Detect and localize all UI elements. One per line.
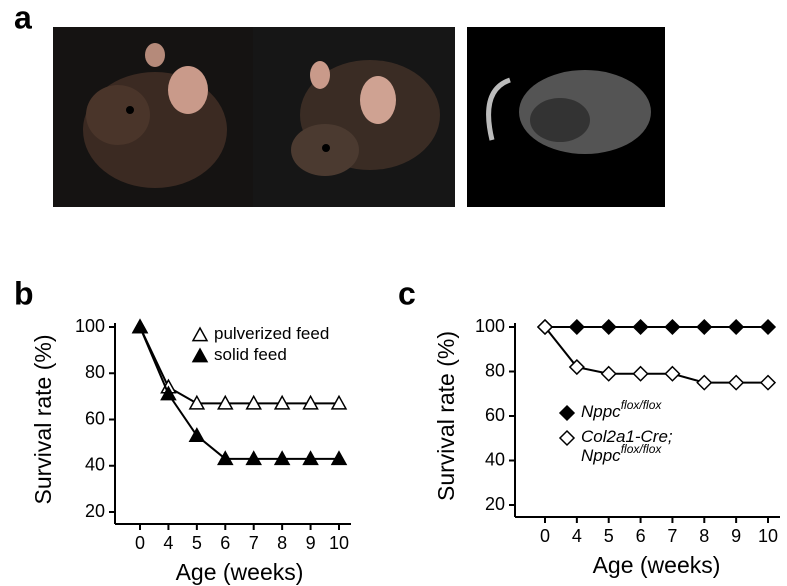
- x-tick-label: 9: [306, 533, 316, 553]
- data-point: [217, 450, 234, 466]
- y-axis-label: Survival rate (%): [30, 335, 56, 505]
- data-point: [759, 374, 777, 391]
- x-tick-label: 10: [329, 533, 349, 553]
- legend-label: Col2a1-Cre; Nppcflox/flox: [581, 427, 673, 465]
- x-tick-label: 5: [192, 533, 202, 553]
- x-tick-label: 4: [572, 526, 582, 546]
- data-point: [245, 394, 262, 410]
- y-tick-label: 60: [85, 408, 105, 428]
- y-tick-label: 20: [485, 494, 505, 514]
- data-point: [664, 365, 681, 382]
- panel-letter: c: [398, 275, 416, 311]
- x-tick-label: 6: [636, 526, 646, 546]
- data-point: [188, 427, 206, 443]
- photo-skull-ct: [467, 27, 665, 207]
- panel-letter: b: [14, 275, 34, 311]
- x-axis-label: Age (weeks): [593, 552, 721, 578]
- data-point: [728, 318, 745, 336]
- data-point: [302, 450, 319, 466]
- data-point: [728, 374, 745, 391]
- data-point: [696, 318, 713, 336]
- legend-superscript: flox/flox: [621, 442, 663, 456]
- x-tick-label: 0: [135, 533, 145, 553]
- data-point: [600, 365, 617, 382]
- y-tick-label: 40: [485, 449, 505, 469]
- data-point: [632, 318, 649, 336]
- legend-marker: [558, 404, 576, 422]
- x-tick-label: 7: [667, 526, 677, 546]
- data-point: [536, 318, 554, 336]
- data-point: [568, 318, 585, 336]
- legend-label: pulverized feed: [214, 324, 329, 343]
- data-point: [696, 374, 713, 391]
- y-tick-label: 60: [485, 405, 505, 425]
- x-tick-label: 5: [604, 526, 614, 546]
- data-point: [759, 318, 777, 336]
- data-point: [131, 318, 149, 334]
- data-point: [188, 394, 206, 410]
- data-point: [273, 394, 291, 410]
- legend-name: pulverized feed: [214, 324, 329, 343]
- y-axis-label: Survival rate (%): [433, 331, 459, 501]
- legend-name: solid feed: [214, 345, 287, 364]
- y-tick-label: 20: [85, 501, 105, 521]
- x-axis-label: Age (weeks): [176, 559, 304, 585]
- data-point: [600, 318, 617, 336]
- data-point: [160, 385, 177, 401]
- x-tick-label: 6: [220, 533, 230, 553]
- data-point: [568, 358, 585, 376]
- legend-label: Nppcflox/flox: [581, 398, 662, 421]
- x-tick-label: 4: [163, 533, 173, 553]
- x-tick-label: 0: [540, 526, 550, 546]
- x-tick-label: 10: [758, 526, 778, 546]
- y-tick-label: 80: [485, 360, 505, 380]
- data-point: [664, 318, 681, 336]
- x-tick-label: 8: [699, 526, 709, 546]
- y-tick-label: 80: [85, 362, 105, 382]
- data-point: [330, 394, 348, 410]
- x-tick-label: 7: [249, 533, 259, 553]
- data-point: [273, 450, 291, 466]
- legend-marker: [191, 347, 209, 363]
- legend-marker: [191, 326, 209, 342]
- data-point: [330, 450, 348, 466]
- legend-marker: [558, 429, 576, 447]
- legend-name: Col2a1-Cre;: [581, 427, 673, 446]
- photo-mouse-1: [53, 27, 253, 207]
- y-tick-label: 40: [85, 455, 105, 475]
- series-line: [544, 326, 768, 384]
- legend-superscript: flox/flox: [621, 398, 663, 412]
- legend-name-line2: Nppc: [581, 446, 621, 465]
- legend-name: Nppc: [581, 402, 621, 421]
- x-tick-label: 9: [731, 526, 741, 546]
- legend-label: solid feed: [214, 345, 287, 364]
- panel-letter: a: [14, 0, 32, 35]
- data-point: [245, 450, 262, 466]
- data-point: [217, 394, 234, 410]
- y-tick-label: 100: [75, 316, 105, 336]
- x-tick-label: 8: [277, 533, 287, 553]
- data-point: [632, 365, 649, 382]
- y-tick-label: 100: [475, 316, 505, 336]
- photo-mouse-2: [253, 27, 455, 207]
- data-point: [302, 394, 319, 410]
